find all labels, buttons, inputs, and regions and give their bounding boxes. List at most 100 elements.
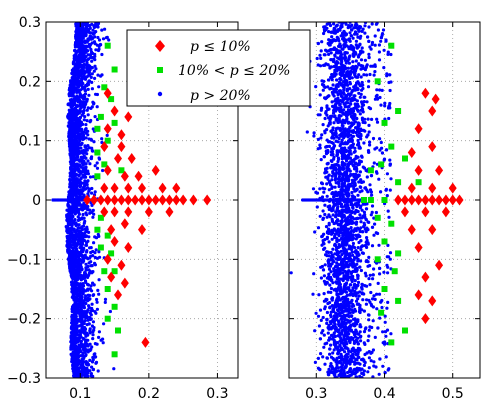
point-blue [373,34,377,38]
point-blue [77,69,81,73]
point-blue [75,58,79,62]
point-red [103,87,112,99]
point-blue [327,52,331,57]
point-blue [375,292,379,296]
point-blue [350,76,354,80]
point-blue [80,57,84,61]
point-blue [326,78,331,82]
point-blue [74,71,79,75]
point-blue [329,183,333,187]
point-blue [357,130,361,135]
point-blue [347,37,352,41]
point-blue [81,275,85,279]
point-blue [378,316,382,320]
point-blue [70,98,74,102]
y-tick-label: 0.3 [19,15,41,31]
point-blue [351,134,355,138]
point-blue [356,297,360,301]
point-blue [330,153,334,157]
point-blue [367,334,371,338]
point-blue [100,28,104,32]
point-blue [353,362,357,366]
point-blue [87,188,91,192]
point-blue [361,298,365,302]
point-blue [84,156,88,160]
point-blue [90,302,94,306]
point-blue [323,129,327,133]
point-blue [330,100,334,104]
point-blue [338,343,342,347]
point-blue [88,287,92,291]
point-blue [85,44,89,49]
point-blue [71,202,75,207]
point-blue [83,166,87,170]
point-blue [354,328,358,332]
point-blue [84,175,88,179]
point-blue [336,312,340,316]
point-blue [380,146,384,150]
point-blue [85,40,89,44]
point-green [108,250,115,257]
point-blue [77,223,81,227]
point-blue [365,188,369,192]
point-blue [322,25,326,29]
point-blue [77,88,81,92]
point-blue [337,292,341,296]
point-blue [112,367,116,371]
point-blue [350,178,354,182]
point-blue [305,130,309,134]
point-blue [91,31,95,36]
point-blue [333,265,338,269]
point-blue [86,38,91,42]
point-blue [76,84,80,88]
point-blue [86,172,90,176]
point-red [134,170,143,182]
point-blue [345,219,350,223]
point-blue [375,97,380,101]
point-blue [336,156,340,160]
point-blue [97,85,101,89]
point-blue [319,318,323,322]
x-tick-label: 0.2 [138,386,160,402]
point-blue [72,73,76,77]
point-red [103,253,112,265]
point-blue [342,112,346,116]
point-blue [367,328,371,332]
point-blue [377,50,381,54]
point-blue [80,206,84,210]
point-blue [90,324,94,328]
point-blue [80,227,85,232]
point-blue [328,204,332,208]
point-blue [94,92,98,96]
point-blue [359,268,363,273]
point-blue [333,27,337,32]
point-blue [383,104,387,108]
point-blue [85,331,89,335]
point-blue [90,59,94,63]
point-blue [337,283,341,287]
point-blue [95,166,100,170]
point-blue [84,294,88,298]
point-blue [337,238,341,242]
point-blue [366,117,370,121]
point-blue [80,286,84,291]
point-blue [84,338,88,342]
point-blue [70,192,74,196]
point-red [138,194,146,206]
point-blue [94,355,98,359]
point-blue [360,282,364,286]
point-blue [356,346,360,350]
point-blue [101,168,105,173]
point-blue [362,309,366,313]
point-blue [333,242,337,246]
point-blue [84,272,88,276]
point-blue [78,333,82,337]
point-blue [327,227,331,231]
point-blue [89,250,93,255]
point-blue [86,287,90,291]
point-blue [73,103,77,107]
point-blue [70,208,75,212]
point-blue [80,67,84,71]
point-blue [85,370,89,374]
point-blue [337,360,341,364]
